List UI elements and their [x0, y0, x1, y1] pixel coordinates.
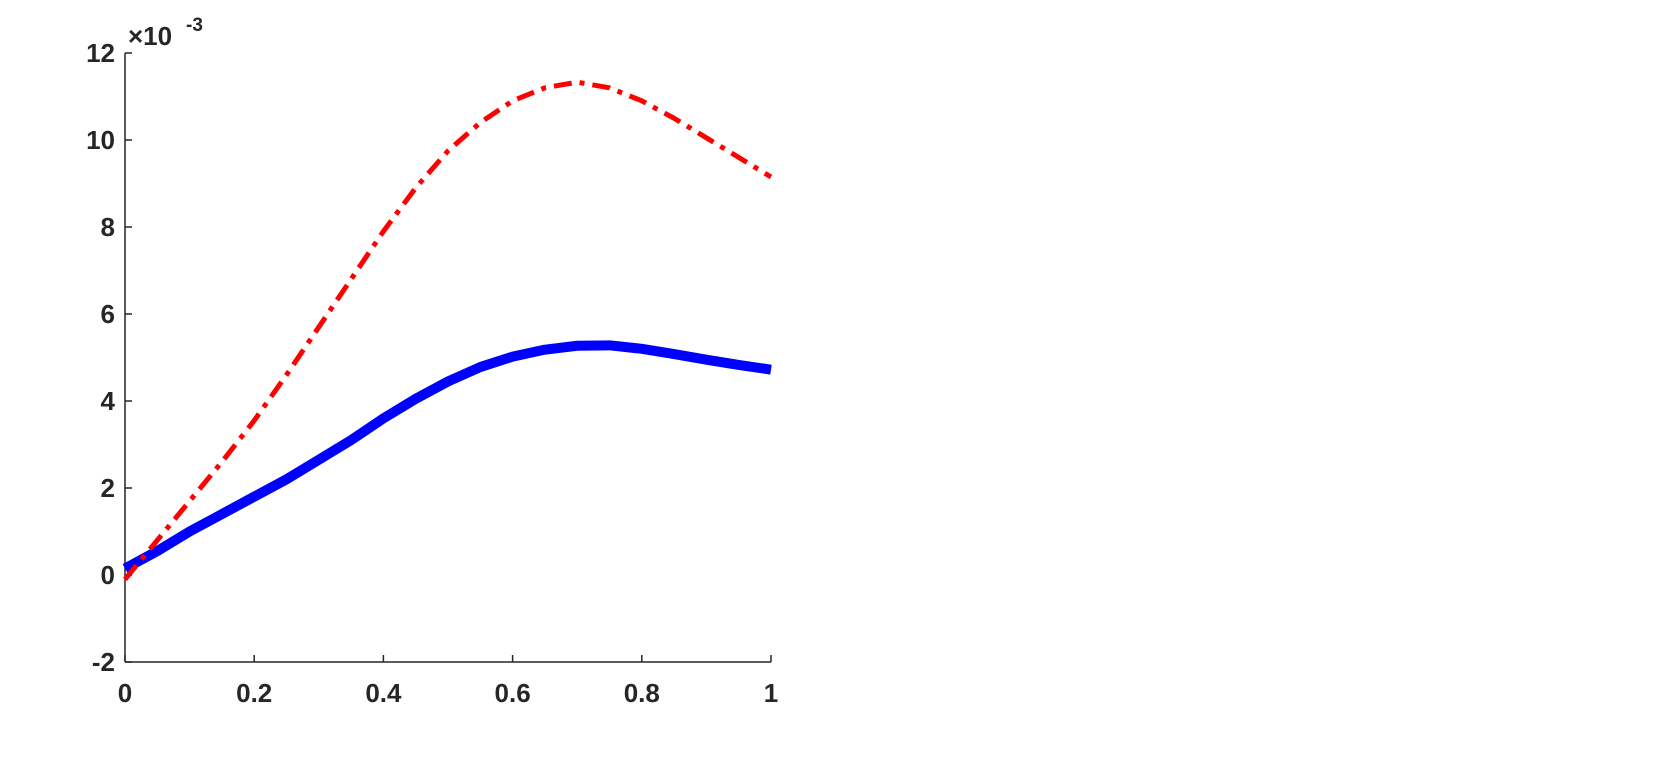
y-tick-label: 6 [101, 299, 115, 329]
x-tick-label: 0.6 [495, 678, 531, 708]
x-tick-label: 1 [764, 678, 778, 708]
y-tick-label: 2 [101, 473, 115, 503]
x-tick-label: 0 [118, 678, 132, 708]
y-tick-label: -2 [92, 647, 115, 677]
x-tick-label: 0.8 [624, 678, 660, 708]
y-tick-label: 0 [101, 560, 115, 590]
y-tick-label: 8 [101, 212, 115, 242]
y-multiplier-power: -3 [186, 15, 203, 36]
y-tick-label: 4 [101, 386, 116, 416]
x-tick-label: 0.4 [365, 678, 402, 708]
y-multiplier: ×10 [128, 21, 172, 51]
x-tick-label: 0.2 [236, 678, 272, 708]
y-tick-label: 12 [86, 38, 115, 68]
series-line [123, 79, 773, 581]
series-line [122, 340, 772, 573]
y-tick-label: 10 [86, 125, 115, 155]
